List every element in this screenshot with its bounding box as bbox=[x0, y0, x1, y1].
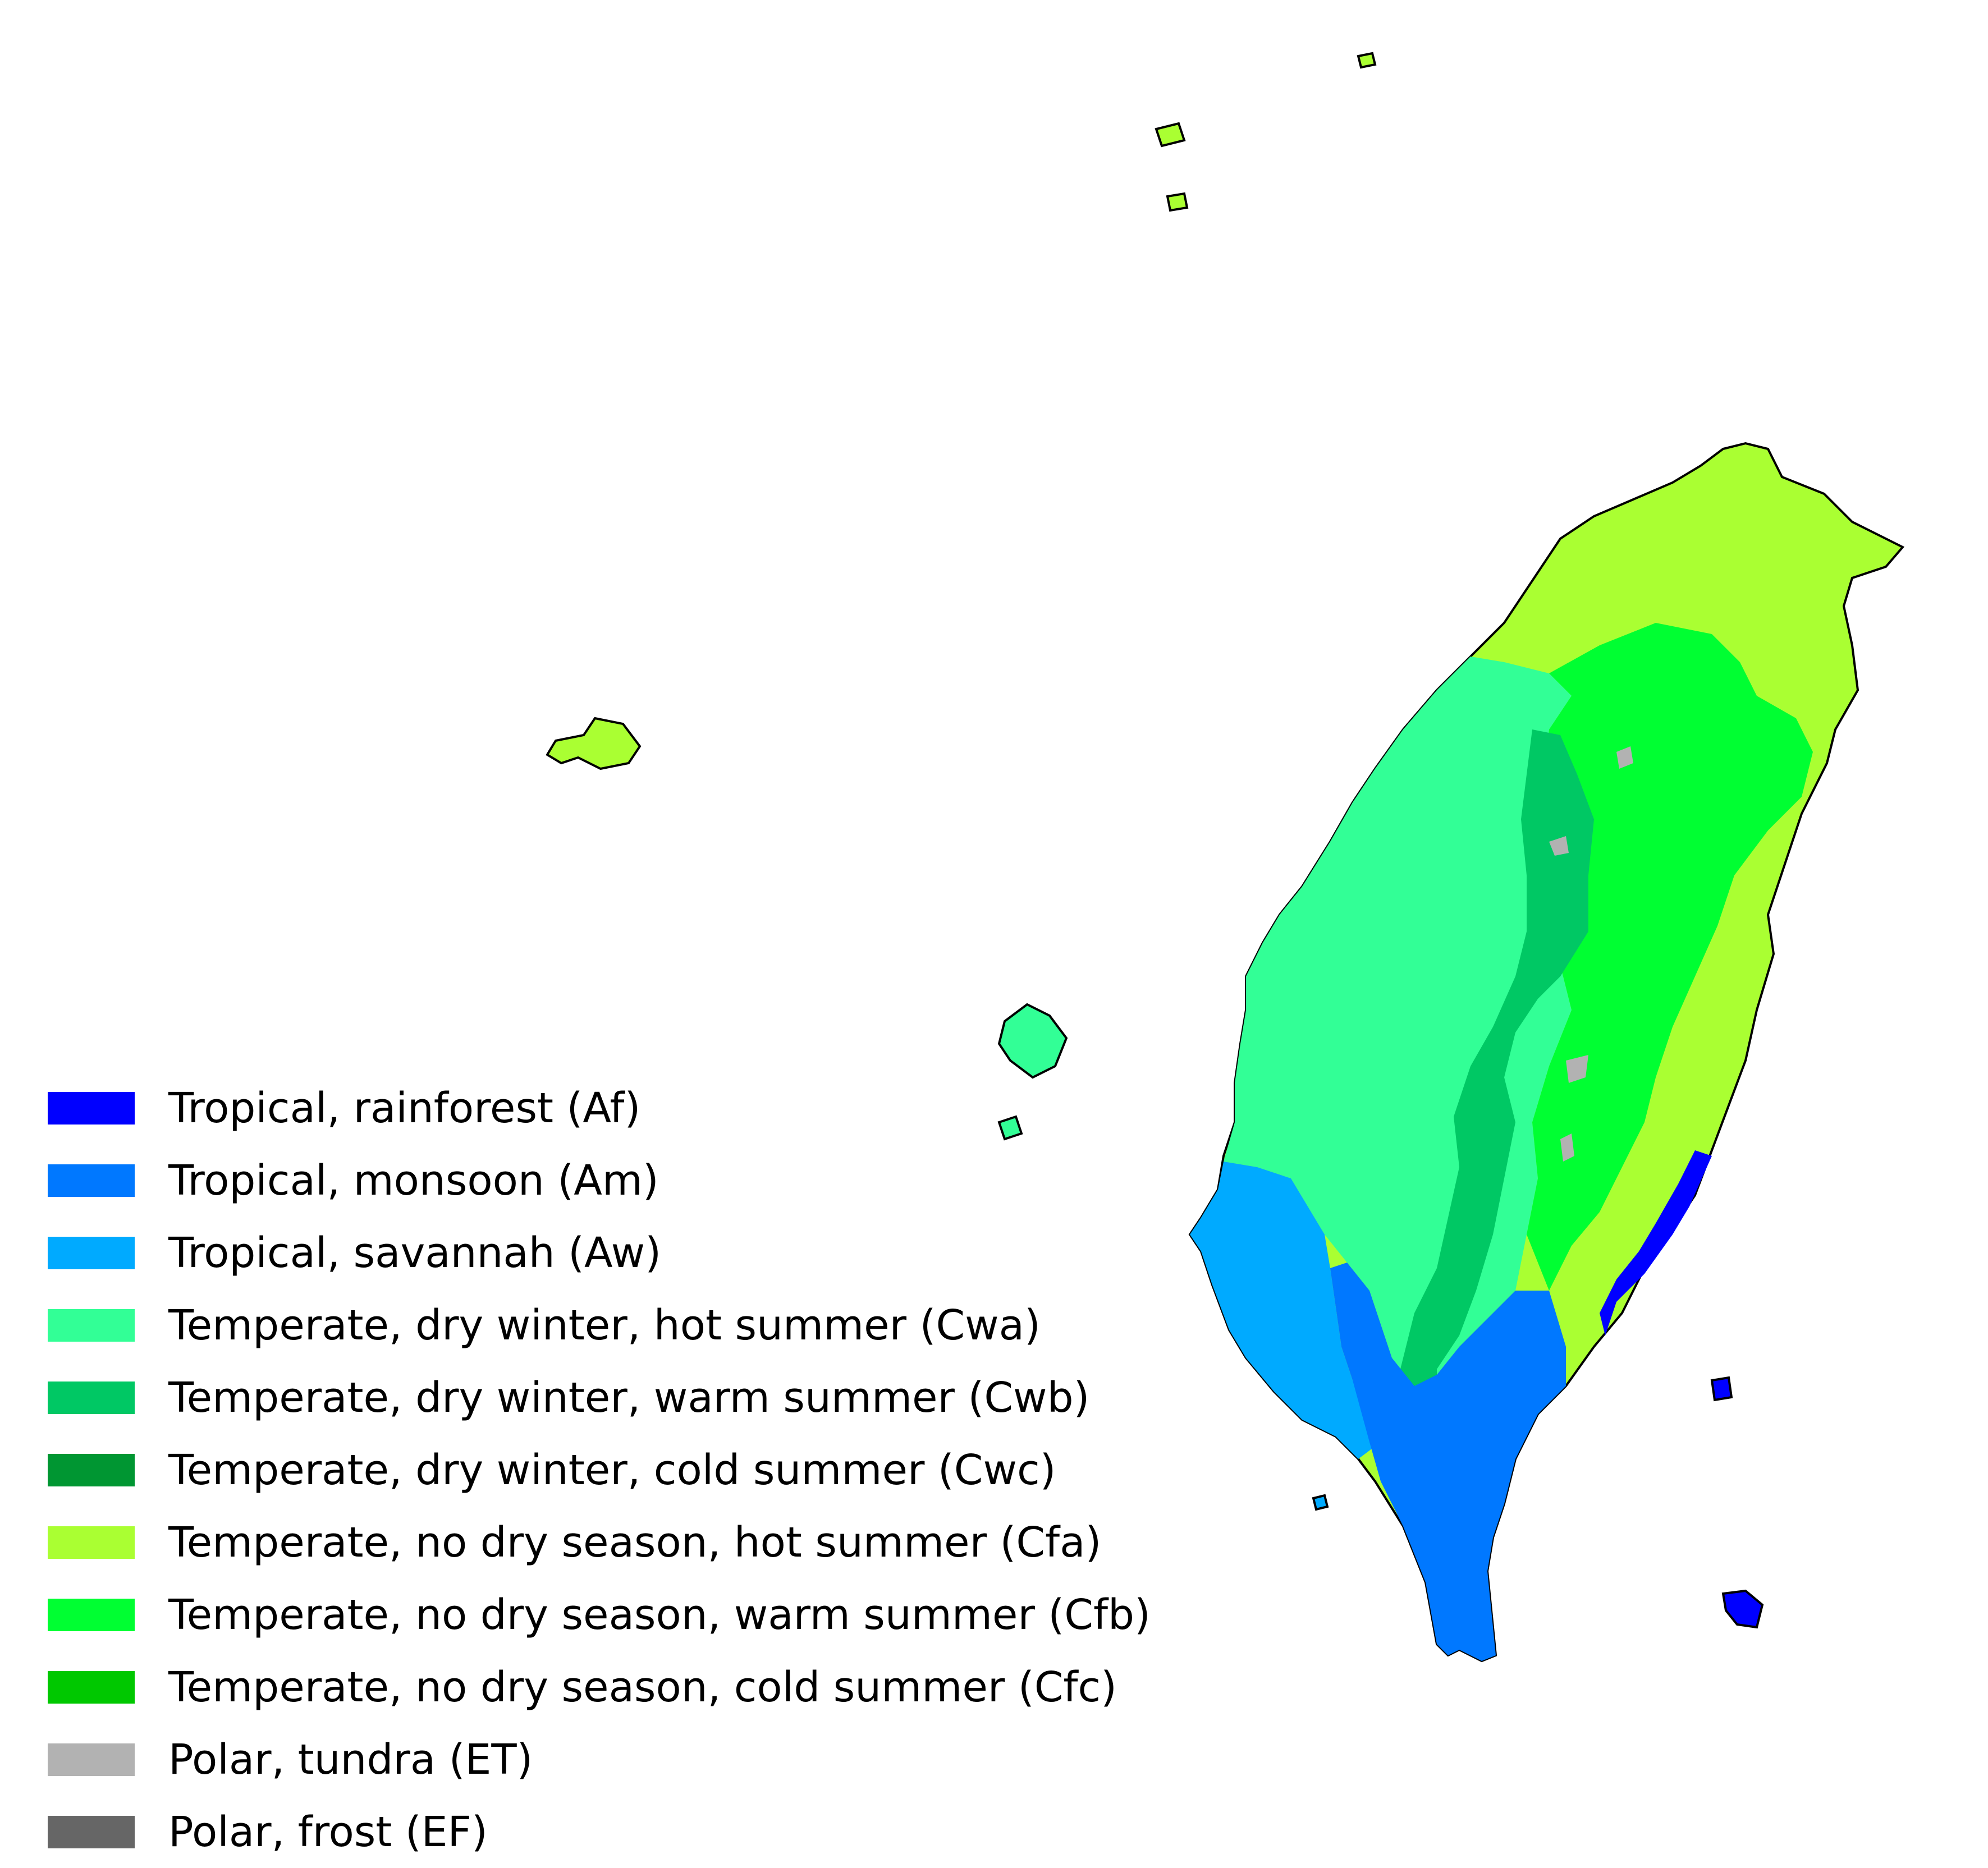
legend-item-et: Polar, tundra (ET) bbox=[48, 1723, 1151, 1796]
legend-label: Temperate, dry winter, hot summer (Cwa) bbox=[168, 1301, 1041, 1350]
legend-swatch bbox=[48, 1526, 135, 1559]
af-region bbox=[1600, 1150, 1712, 1335]
orchid-island bbox=[1721, 1589, 1764, 1629]
legend-item-am: Tropical, monsoon (Am) bbox=[48, 1144, 1151, 1217]
legend-swatch bbox=[48, 1381, 135, 1414]
penghu-islands bbox=[997, 1003, 1068, 1141]
legend-swatch bbox=[48, 1670, 135, 1704]
legend-swatch bbox=[48, 1453, 135, 1486]
legend-item-af: Tropical, rainforest (Af) bbox=[48, 1072, 1151, 1144]
kinmen-island bbox=[546, 717, 642, 770]
legend-swatch bbox=[48, 1309, 135, 1342]
legend-label: Temperate, no dry season, cold summer (C… bbox=[168, 1663, 1117, 1711]
legend-label: Temperate, no dry season, hot summer (Cf… bbox=[168, 1518, 1102, 1567]
legend-label: Temperate, no dry season, warm summer (C… bbox=[168, 1590, 1151, 1639]
legend-label: Tropical, savannah (Aw) bbox=[168, 1228, 662, 1277]
legend-label: Tropical, rainforest (Af) bbox=[168, 1084, 641, 1132]
legend-item-cwb: Temperate, dry winter, warm summer (Cwb) bbox=[48, 1361, 1151, 1434]
legend: Tropical, rainforest (Af) Tropical, monso… bbox=[48, 1072, 1151, 1868]
legend-label: Temperate, dry winter, warm summer (Cwb) bbox=[168, 1373, 1090, 1422]
legend-swatch bbox=[48, 1815, 135, 1848]
cwb-region bbox=[1386, 729, 1594, 1515]
green-island bbox=[1710, 1376, 1733, 1402]
legend-item-aw: Tropical, savannah (Aw) bbox=[48, 1217, 1151, 1289]
legend-label: Polar, tundra (ET) bbox=[168, 1735, 533, 1784]
legend-label: Polar, frost (EF) bbox=[168, 1807, 488, 1856]
legend-swatch bbox=[48, 1091, 135, 1125]
matsu-islands bbox=[1155, 52, 1377, 212]
legend-swatch bbox=[48, 1164, 135, 1197]
legend-item-ef: Polar, frost (EF) bbox=[48, 1796, 1151, 1868]
liuqiu-island bbox=[1312, 1494, 1329, 1511]
legend-item-cfa: Temperate, no dry season, hot summer (Cf… bbox=[48, 1506, 1151, 1578]
legend-item-cwc: Temperate, dry winter, cold summer (Cwc) bbox=[48, 1434, 1151, 1506]
legend-label: Tropical, monsoon (Am) bbox=[168, 1156, 659, 1205]
legend-swatch bbox=[48, 1598, 135, 1631]
legend-swatch bbox=[48, 1743, 135, 1776]
legend-swatch bbox=[48, 1236, 135, 1269]
cfb-region bbox=[1527, 623, 1813, 1291]
legend-item-cfb: Temperate, no dry season, warm summer (C… bbox=[48, 1578, 1151, 1651]
am-region bbox=[1330, 1263, 1566, 1661]
legend-item-cfc: Temperate, no dry season, cold summer (C… bbox=[48, 1651, 1151, 1723]
legend-label: Temperate, dry winter, cold summer (Cwc) bbox=[168, 1445, 1056, 1494]
aw-region bbox=[1190, 1162, 1381, 1459]
legend-item-cwa: Temperate, dry winter, hot summer (Cwa) bbox=[48, 1289, 1151, 1361]
